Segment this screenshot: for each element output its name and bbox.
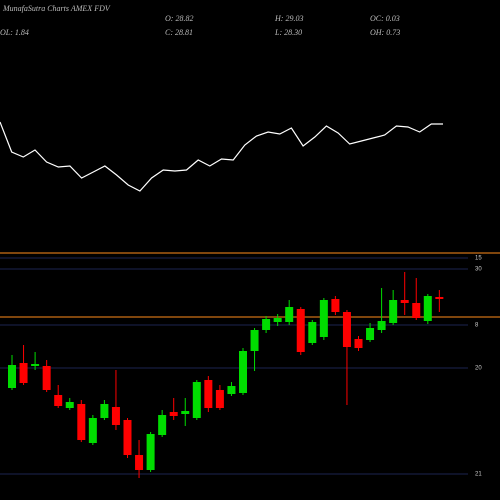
info-text: OL: 1.84 (0, 28, 29, 37)
candle-body (412, 303, 421, 318)
candle-body (423, 296, 432, 321)
candle-body (331, 299, 340, 312)
candle-body (42, 366, 51, 390)
y-tick-label: 15 (475, 256, 482, 262)
candle-body (342, 312, 351, 347)
y-tick-label: 20 (475, 366, 482, 372)
candle-body (111, 407, 120, 425)
candle-body (158, 415, 167, 435)
candle-body (169, 412, 178, 416)
candle-body (262, 319, 271, 330)
candle-body (146, 434, 155, 470)
candle-body (181, 411, 190, 414)
candle-body (8, 365, 16, 388)
candle-body (250, 330, 259, 351)
candle-body (54, 395, 63, 406)
info-text: O: 28.82 (165, 14, 193, 23)
y-tick-label: 21 (475, 472, 482, 478)
candle-body (100, 404, 109, 418)
info-text: OC: 0.03 (370, 14, 400, 23)
candle-body (123, 420, 132, 455)
candle-body (296, 309, 305, 352)
candle-body (19, 363, 28, 383)
candle-body (435, 297, 444, 299)
candle-body (227, 386, 236, 394)
info-text: H: 29.03 (274, 14, 303, 23)
info-text: C: 28.81 (165, 28, 193, 37)
candle-body (88, 418, 97, 443)
candle-body (308, 322, 317, 343)
candle-body (77, 404, 86, 440)
candle-body (273, 318, 282, 322)
candle-body (31, 364, 40, 366)
candle-body (366, 328, 375, 340)
chart-title: MunafaSutra Charts AMEX FDV (2, 4, 111, 13)
y-tick-label: 8 (475, 323, 479, 329)
info-text: L: 28.30 (274, 28, 302, 37)
candle-body (65, 402, 74, 408)
y-tick-label: 30 (475, 267, 482, 273)
candle-body (354, 339, 363, 348)
info-text: OH: 0.73 (370, 28, 400, 37)
candle-body (285, 307, 294, 322)
candle-body (135, 455, 144, 470)
candle-body (215, 390, 224, 408)
price-line (0, 121, 443, 192)
candle-body (389, 300, 398, 323)
candle-body (192, 382, 201, 418)
candle-body (204, 380, 213, 408)
candle-body (377, 321, 386, 330)
candle-body (400, 300, 409, 303)
candle-body (319, 300, 328, 337)
candle-body (239, 351, 247, 393)
